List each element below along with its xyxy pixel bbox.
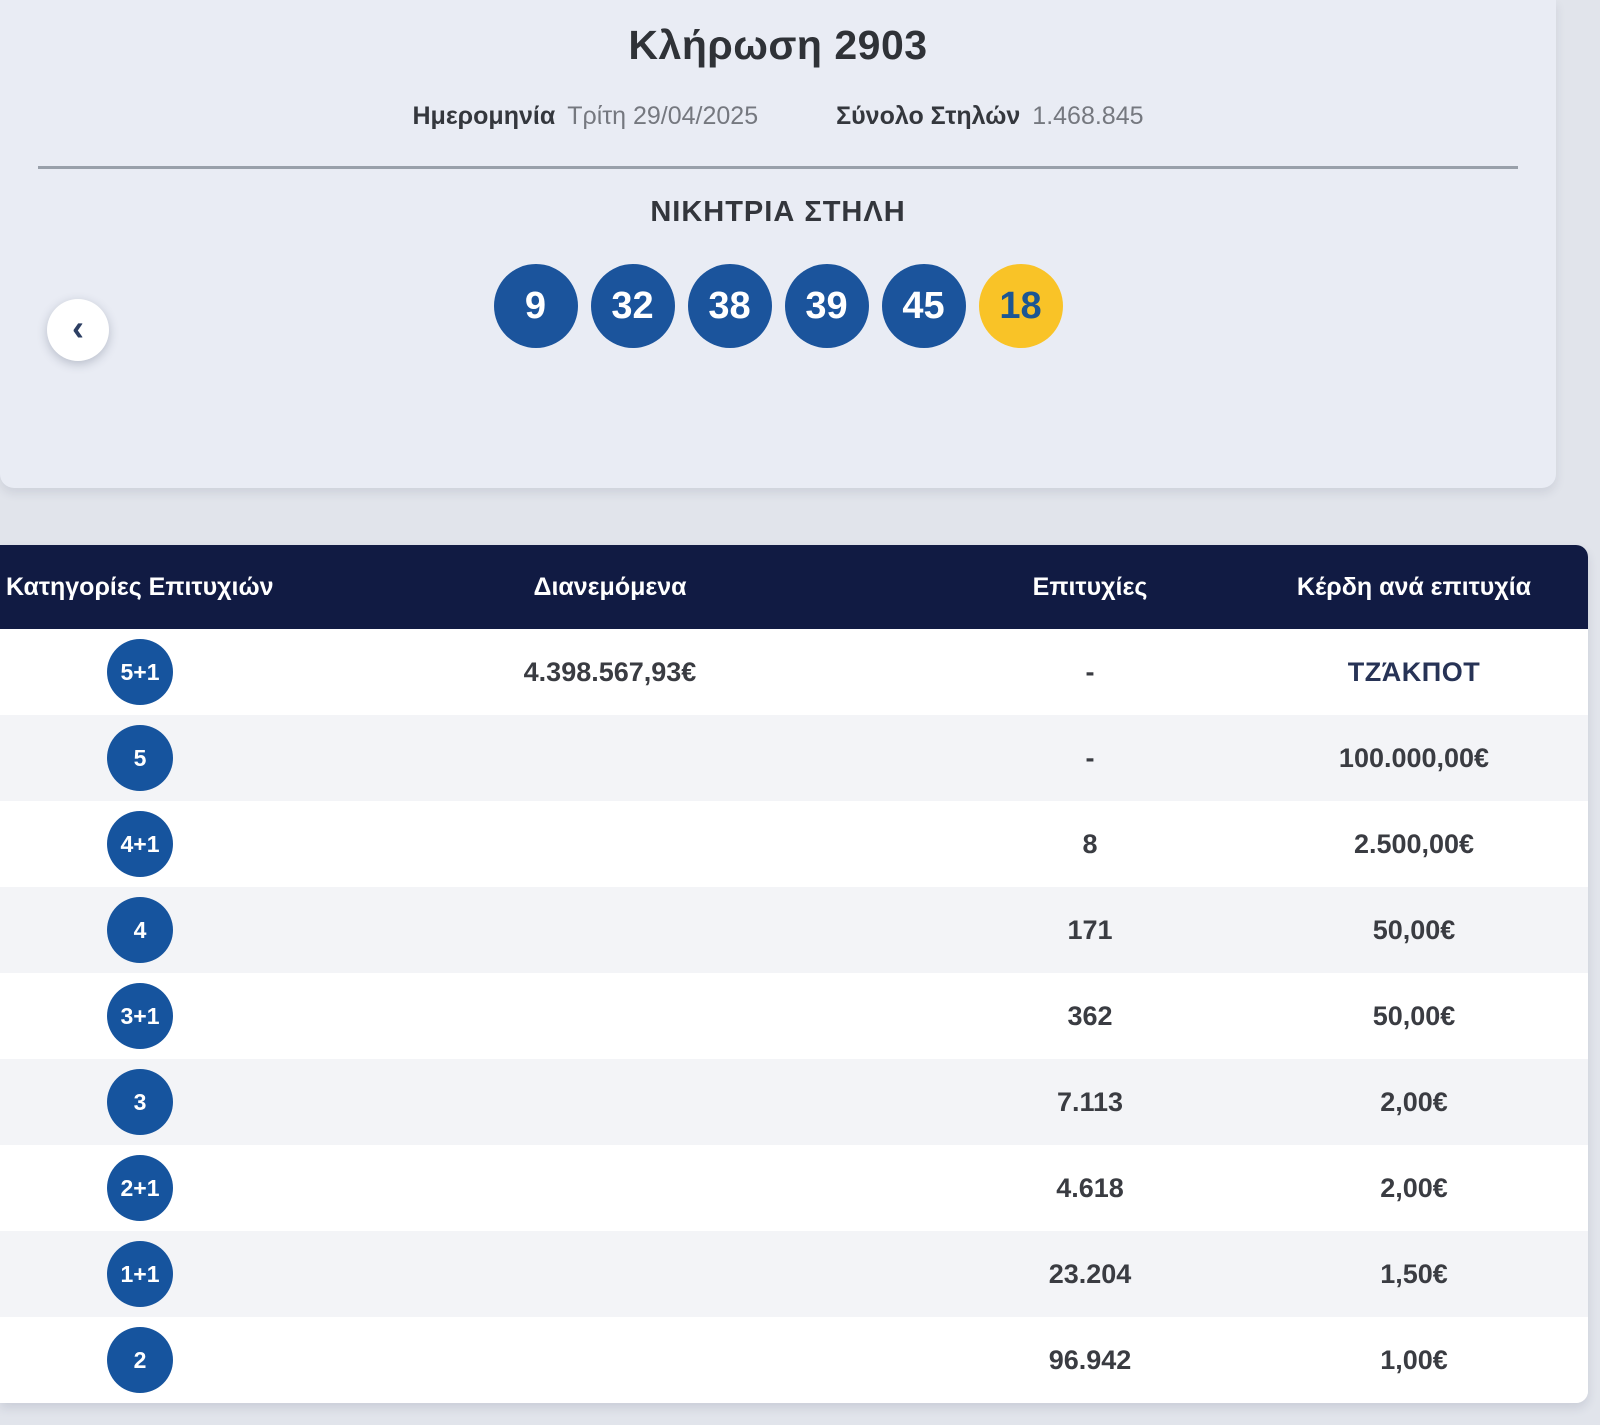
prize-cell: 1,50€ [1380, 1258, 1448, 1289]
columns-total: Σύνολο Στηλών 1.468.845 [836, 102, 1143, 131]
category-badge: 4 [107, 897, 173, 963]
table-body: 5+1 4.398.567,93€ - ΤΖΆΚΠΟΤ 5 - 100.000,00€ 4+1… [0, 629, 1588, 1403]
joker-number-ball: 18 [978, 264, 1063, 348]
columns-total-label: Σύνολο Στηλών [836, 102, 1021, 130]
prize-cell: 2,00€ [1380, 1086, 1448, 1117]
category-cell: 1+1 [0, 1241, 280, 1307]
table-row: 3+1 362 50,00€ [0, 973, 1588, 1059]
winning-numbers: 9 32 38 39 45 18 [0, 264, 1556, 348]
winning-number-ball: 38 [687, 264, 772, 348]
previous-draw-button[interactable]: ‹ [47, 299, 109, 361]
draw-meta: Ημερομηνία Τρίτη 29/04/2025 Σύνολο Στηλώ… [0, 102, 1556, 131]
category-badge: 2+1 [107, 1155, 173, 1221]
category-badge: 2 [107, 1327, 173, 1393]
table-row: 5+1 4.398.567,93€ - ΤΖΆΚΠΟΤ [0, 629, 1588, 715]
winning-number-ball: 9 [493, 264, 578, 348]
header-prize-per-win: Κέρδη ανά επιτυχία [1296, 572, 1532, 601]
date-value: Τρίτη 29/04/2025 [567, 102, 759, 130]
table-row: 2+1 4.618 2,00€ [0, 1145, 1588, 1231]
header-categories: Κατηγορίες Επιτυχιών [6, 572, 274, 601]
category-cell: 3 [0, 1069, 280, 1135]
prize-cell: ΤΖΆΚΠΟΤ [1347, 656, 1481, 687]
prize-cell: 2,00€ [1380, 1172, 1448, 1203]
category-badge: 3 [107, 1069, 173, 1135]
category-badge: 3+1 [107, 983, 173, 1049]
table-row: 4 171 50,00€ [0, 887, 1588, 973]
winning-number-ball: 45 [881, 264, 966, 348]
category-badge: 4+1 [107, 811, 173, 877]
wins-cell: 7.113 [1056, 1086, 1124, 1117]
winning-number-ball: 39 [784, 264, 869, 348]
category-cell: 4+1 [0, 811, 280, 877]
divider [38, 166, 1518, 169]
table-row: 3 7.113 2,00€ [0, 1059, 1588, 1145]
category-cell: 5+1 [0, 639, 280, 705]
results-table: Κατηγορίες Επιτυχιών Διανεμόμενα Επιτυχί… [0, 545, 1588, 1403]
wins-cell: - [1085, 742, 1095, 773]
table-row: 1+1 23.204 1,50€ [0, 1231, 1588, 1317]
date-label: Ημερομηνία [412, 102, 556, 130]
wins-cell: 4.618 [1056, 1172, 1124, 1203]
category-cell: 2 [0, 1327, 280, 1393]
distributed-cell: 4.398.567,93€ [523, 656, 697, 687]
category-cell: 3+1 [0, 983, 280, 1049]
category-badge: 1+1 [107, 1241, 173, 1307]
category-badge: 5+1 [107, 639, 173, 705]
prize-cell: 2.500,00€ [1353, 828, 1475, 859]
winning-column-title: ΝΙΚΗΤΡΙΑ ΣΤΗΛΗ [650, 196, 906, 228]
chevron-left-icon: ‹ [72, 307, 84, 348]
prize-cell: 100.000,00€ [1338, 742, 1490, 773]
prize-cell: 50,00€ [1372, 914, 1456, 945]
draw-title: Κλήρωση 2903 [628, 22, 928, 68]
category-cell: 4 [0, 897, 280, 963]
category-cell: 5 [0, 725, 280, 791]
header-distributed: Διανεμόμενα [533, 572, 687, 601]
wins-cell: 96.942 [1048, 1344, 1132, 1375]
winning-number-ball: 32 [590, 264, 675, 348]
draw-summary-card: Κλήρωση 2903 Ημερομηνία Τρίτη 29/04/2025… [0, 0, 1556, 488]
prize-cell: 50,00€ [1372, 1000, 1456, 1031]
table-header-row: Κατηγορίες Επιτυχιών Διανεμόμενα Επιτυχί… [0, 545, 1588, 629]
draw-date: Ημερομηνία Τρίτη 29/04/2025 [412, 102, 758, 131]
wins-cell: 362 [1067, 1000, 1113, 1031]
table-row: 4+1 8 2.500,00€ [0, 801, 1588, 887]
table-row: 2 96.942 1,00€ [0, 1317, 1588, 1403]
wins-cell: 8 [1082, 828, 1098, 859]
category-cell: 2+1 [0, 1155, 280, 1221]
wins-cell: 171 [1067, 914, 1113, 945]
category-badge: 5 [107, 725, 173, 791]
table-row: 5 - 100.000,00€ [0, 715, 1588, 801]
columns-total-value: 1.468.845 [1032, 102, 1144, 130]
header-wins: Επιτυχίες [1032, 572, 1148, 601]
wins-cell: 23.204 [1048, 1258, 1132, 1289]
prize-cell: 1,00€ [1380, 1344, 1448, 1375]
wins-cell: - [1085, 656, 1095, 687]
